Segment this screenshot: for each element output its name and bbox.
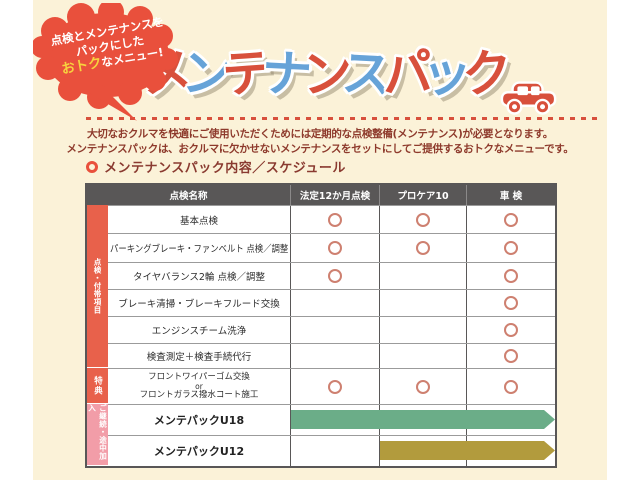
included-circle-mark xyxy=(504,323,518,337)
included-circle-mark xyxy=(504,212,518,227)
title-char: ス xyxy=(340,43,384,105)
schedule-cell xyxy=(291,290,380,316)
group-label-inspection: 特典 xyxy=(87,368,108,404)
schedule-cell xyxy=(380,290,467,316)
schedule-cell xyxy=(380,317,467,343)
schedule-cell xyxy=(467,317,555,343)
schedule-cell xyxy=(291,206,380,233)
table-row: 基本点検 xyxy=(87,205,555,233)
row-name: メンテパックU18 xyxy=(87,405,291,435)
included-circle-mark xyxy=(328,269,342,283)
title-char: パ xyxy=(380,43,425,105)
included-circle-mark xyxy=(416,212,430,227)
intro-line-2: メンテナンスパックは、おクルマに欠かせないメンテナンスをセットにしてご提供するお… xyxy=(66,143,574,155)
schedule-cell xyxy=(380,369,467,404)
table-row: 検査測定＋検査手続代行 xyxy=(87,343,555,368)
schedule-cell xyxy=(291,234,380,262)
schedule-cell xyxy=(291,436,380,466)
table-header-row: 点検名称 法定12か月点検 プロケア10 車 検 xyxy=(87,185,555,205)
row-name: メンテパックU12 xyxy=(87,436,291,466)
group-label-inspection: 点検・付帯項目 xyxy=(87,205,108,368)
promo-badge: 点検とメンテナンスを パックにした おトクなメニュー! xyxy=(33,3,187,123)
schedule-cell xyxy=(467,344,555,368)
row-name: エンジンスチーム洗浄 xyxy=(87,317,291,343)
header-cell: 法定12か月点検 xyxy=(291,185,380,205)
schedule-table: 点検名称 法定12か月点検 プロケア10 車 検基本点検 パーキングブレーキ・ファンベル… xyxy=(85,183,557,468)
included-circle-mark xyxy=(416,379,430,394)
header-cell: プロケア10 xyxy=(380,185,467,205)
schedule-cell xyxy=(380,344,467,368)
intro-line-1: 大切なおクルマを快適にご使用いただくためには定期的な点検整備(メンテナンス)が必… xyxy=(87,128,553,140)
schedule-cell xyxy=(380,263,467,289)
row-name: パーキングブレーキ・ファンベルト 点検／調整 xyxy=(87,234,291,262)
schedule-cell xyxy=(380,234,467,262)
schedule-cell xyxy=(467,290,555,316)
included-circle-mark xyxy=(504,241,518,255)
schedule-cell xyxy=(467,263,555,289)
row-name: フロントワイパーゴム交換 or フロントガラス撥水コート施工 xyxy=(87,369,291,404)
schedule-cell xyxy=(291,369,380,404)
title-char: ク xyxy=(460,43,505,105)
table-row: エンジンスチーム洗浄 xyxy=(87,316,555,343)
included-circle-mark xyxy=(328,241,342,255)
included-circle-mark xyxy=(328,212,342,227)
schedule-cell xyxy=(467,206,555,233)
row-name: 基本点検 xyxy=(87,206,291,233)
table-row: フロントワイパーゴム交換 or フロントガラス撥水コート施工 xyxy=(87,368,555,404)
schedule-cell xyxy=(291,317,380,343)
schedule-cell xyxy=(467,369,555,404)
included-circle-mark xyxy=(504,349,518,363)
table-row: パーキングブレーキ・ファンベルト 点検／調整 xyxy=(87,233,555,262)
included-circle-mark xyxy=(504,379,518,394)
group-label-continue: ご継続・途中加入 xyxy=(87,404,108,466)
table-row: タイヤバランス2輪 点検／調整 xyxy=(87,262,555,289)
schedule-cell xyxy=(291,344,380,368)
title-char: テ xyxy=(220,43,265,105)
title-char: ッ xyxy=(420,43,464,105)
title-char: ナ xyxy=(260,43,304,105)
title-underline xyxy=(86,117,602,120)
schedule-cell xyxy=(291,263,380,289)
included-circle-mark xyxy=(504,296,518,310)
title-char: ン xyxy=(300,43,345,105)
section-title: メンテナンスパック内容／スケジュール xyxy=(104,161,346,176)
coverage-arrow-u18 xyxy=(291,410,555,429)
included-circle-mark xyxy=(416,241,430,255)
included-circle-mark xyxy=(504,269,518,283)
included-circle-mark xyxy=(328,379,342,394)
badge-burst-shape xyxy=(33,3,178,121)
row-name: タイヤバランス2輪 点検／調整 xyxy=(87,263,291,289)
schedule-cell xyxy=(380,206,467,233)
row-name: ブレーキ清掃・ブレーキフルード交換 xyxy=(87,290,291,316)
header-cell: 点検名称 xyxy=(87,185,291,205)
schedule-cell xyxy=(467,234,555,262)
header-cell: 車 検 xyxy=(499,191,523,202)
coverage-arrow-u12 xyxy=(380,441,555,460)
page-title: メンテナンスパック xyxy=(140,34,505,118)
car-icon xyxy=(500,81,557,115)
section-bullet-icon xyxy=(86,160,98,173)
row-name: 検査測定＋検査手続代行 xyxy=(87,344,291,368)
table-row: ブレーキ清掃・ブレーキフルード交換 xyxy=(87,289,555,316)
section-heading: メンテナンスパック内容／スケジュール xyxy=(86,157,346,176)
